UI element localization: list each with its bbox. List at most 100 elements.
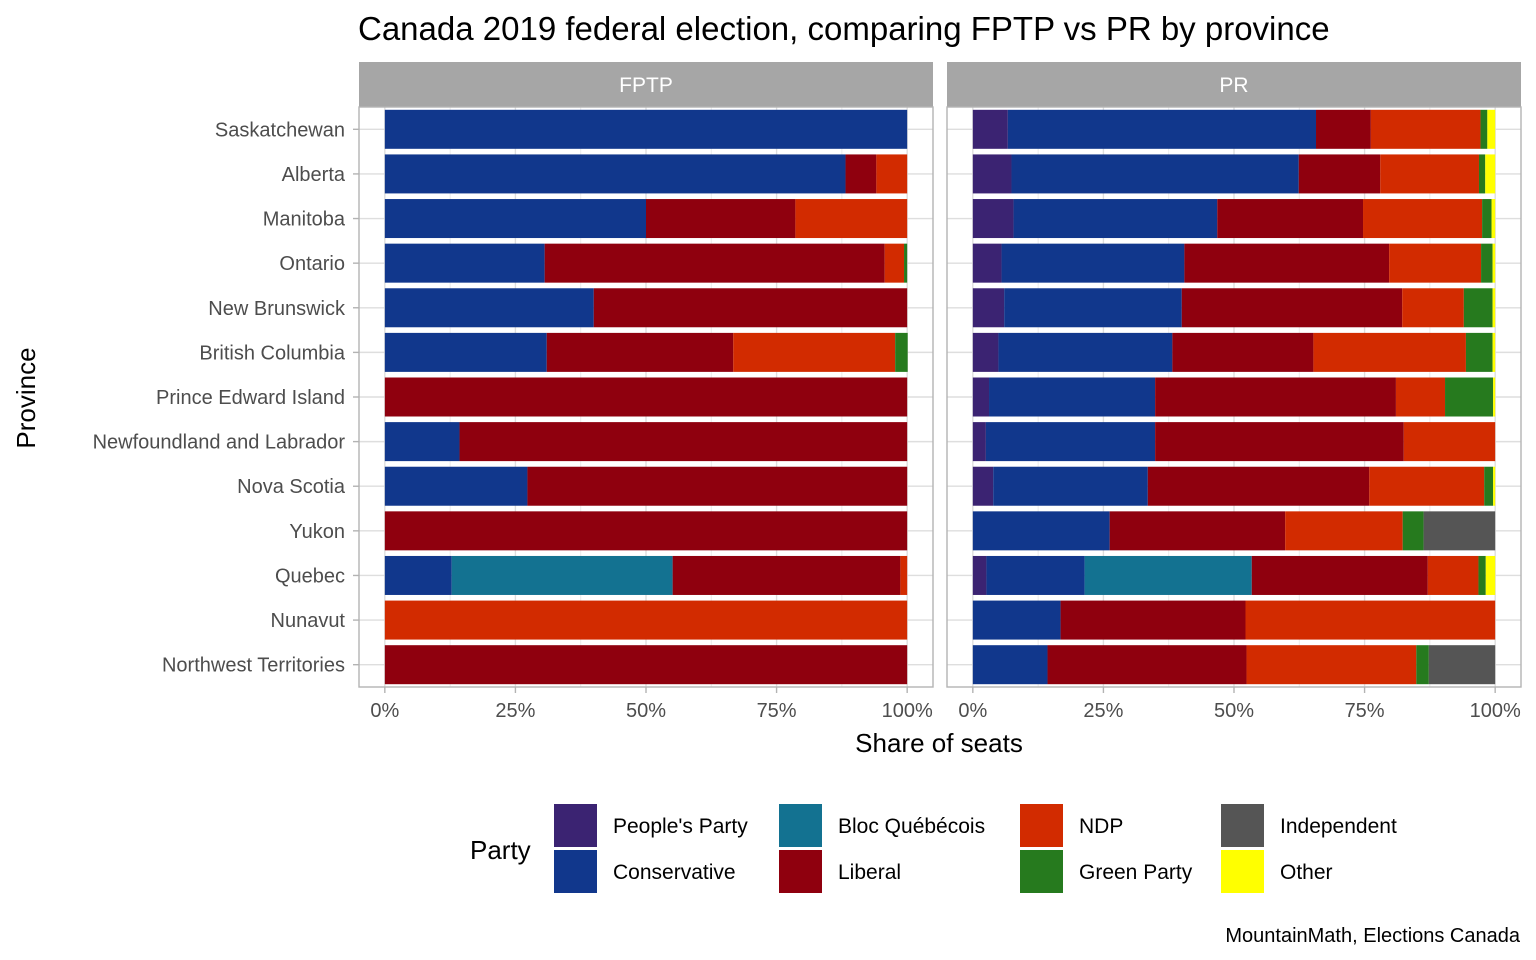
bar-pr-british-columbia-ndp	[1313, 332, 1466, 372]
bar-pr-yukon-ndp	[1285, 511, 1403, 551]
bar-fptp-nova-scotia-conservative	[384, 466, 528, 506]
bar-fptp-ontario-ndp	[884, 243, 905, 283]
bar-fptp-nunavut-ndp	[384, 600, 908, 640]
legend-label: NDP	[1079, 815, 1123, 838]
bar-fptp-ontario-liberal	[544, 243, 885, 283]
x-tick-label: 100%	[882, 700, 933, 722]
strip-pr	[947, 62, 1521, 107]
y-tick-label-manitoba: Manitoba	[263, 209, 346, 231]
y-tick-label-nova-scotia: Nova Scotia	[237, 476, 346, 498]
bar-pr-quebec-people-s-party	[972, 555, 987, 595]
bar-pr-nunavut-conservative	[972, 600, 1061, 640]
bar-fptp-newfoundland-and-labrador-conservative	[384, 422, 460, 462]
bar-fptp-british-columbia-green-party	[895, 332, 908, 372]
x-tick-label: 0%	[958, 700, 987, 722]
strip-label: PR	[1219, 74, 1248, 97]
bar-pr-new-brunswick-liberal	[1181, 288, 1403, 328]
bar-pr-nunavut-ndp	[1245, 600, 1496, 640]
bar-pr-new-brunswick-green-party	[1463, 288, 1493, 328]
bar-pr-new-brunswick-ndp	[1402, 288, 1464, 328]
legend-label: Bloc Québécois	[838, 815, 985, 838]
bar-pr-british-columbia-people-s-party	[972, 332, 999, 372]
bar-pr-manitoba-people-s-party	[972, 199, 1014, 239]
bar-pr-nova-scotia-people-s-party	[972, 466, 994, 506]
bar-fptp-quebec-liberal	[672, 555, 901, 595]
bar-pr-manitoba-conservative	[1013, 199, 1218, 239]
bar-fptp-northwest-territories-liberal	[384, 645, 908, 685]
panels: FPTP 0% 25% 50% 75% 100% PR 0% 25% 50% 75% 100%	[358, 62, 1522, 722]
legend-label: Independent	[1280, 815, 1397, 838]
bar-pr-ontario-green-party	[1481, 243, 1493, 283]
bar-pr-yukon-liberal	[1109, 511, 1286, 551]
bar-pr-newfoundland-and-labrador-conservative	[985, 422, 1156, 462]
bar-pr-new-brunswick-other	[1492, 288, 1496, 328]
y-tick-labels: Saskatchewan Alberta Manitoba Ontario New Br…	[93, 119, 359, 677]
legend-item-people-s-party: People's Party	[554, 804, 748, 847]
bar-pr-yukon-green-party	[1402, 511, 1424, 551]
bar-pr-nova-scotia-ndp	[1369, 466, 1485, 506]
x-tick-label: 100%	[1470, 700, 1521, 722]
bar-pr-northwest-territories-liberal	[1047, 645, 1247, 685]
chart-title: Canada 2019 federal election, comparing …	[358, 10, 1330, 47]
bar-fptp-british-columbia-ndp	[733, 332, 896, 372]
legend-item-liberal: Liberal	[779, 850, 901, 893]
bar-pr-british-columbia-other	[1492, 332, 1496, 372]
bar-fptp-newfoundland-and-labrador-liberal	[459, 422, 908, 462]
bar-pr-manitoba-ndp	[1363, 199, 1483, 239]
bar-pr-quebec-bloc-qu-b-cois	[1084, 555, 1252, 595]
bar-pr-newfoundland-and-labrador-liberal	[1155, 422, 1404, 462]
strip-label: FPTP	[619, 74, 673, 97]
y-axis-title: Province	[11, 347, 41, 448]
bar-fptp-alberta-liberal	[845, 154, 877, 194]
bar-fptp-new-brunswick-liberal	[593, 288, 908, 328]
bar-pr-northwest-territories-ndp	[1246, 645, 1417, 685]
y-tick-label-alberta: Alberta	[282, 164, 346, 186]
bar-pr-prince-edward-island-ndp	[1395, 377, 1446, 417]
bar-pr-nova-scotia-conservative	[993, 466, 1148, 506]
bar-pr-prince-edward-island-liberal	[1155, 377, 1396, 417]
bar-pr-quebec-liberal	[1251, 555, 1428, 595]
bar-fptp-prince-edward-island-liberal	[384, 377, 908, 417]
bar-pr-alberta-people-s-party	[972, 154, 1012, 194]
bar-pr-newfoundland-and-labrador-ndp	[1403, 422, 1496, 462]
legend-swatch	[1020, 804, 1063, 847]
x-tick-label: 25%	[495, 700, 535, 722]
legend-item-ndp: NDP	[1020, 804, 1123, 847]
y-tick-label-nunavut: Nunavut	[271, 610, 346, 632]
bar-fptp-manitoba-conservative	[384, 199, 646, 239]
bar-pr-yukon-independent	[1423, 511, 1496, 551]
legend-item-conservative: Conservative	[554, 850, 736, 893]
bar-fptp-alberta-ndp	[876, 154, 908, 194]
y-tick-label-new-brunswick: New Brunswick	[208, 298, 346, 320]
legend-item-green-party: Green Party	[1020, 850, 1193, 893]
bar-fptp-new-brunswick-conservative	[384, 288, 594, 328]
legend-swatch	[779, 804, 822, 847]
y-tick-label-ontario: Ontario	[279, 253, 345, 275]
y-tick-label-northwest-territories: Northwest Territories	[162, 655, 345, 677]
bar-pr-prince-edward-island-green-party	[1445, 377, 1494, 417]
legend-label: Other	[1280, 861, 1333, 884]
legend-swatch	[1221, 850, 1264, 893]
bar-pr-alberta-ndp	[1380, 154, 1479, 194]
bar-pr-ontario-other	[1492, 243, 1496, 283]
legend-item-independent: Independent	[1221, 804, 1397, 847]
panel-pr: PR 0% 25% 50% 75% 100%	[946, 62, 1522, 722]
legend-swatch	[779, 850, 822, 893]
y-tick-label-prince-edward-island: Prince Edward Island	[156, 387, 345, 409]
bar-pr-saskatchewan-other	[1487, 109, 1496, 149]
bar-fptp-quebec-conservative	[384, 555, 452, 595]
bar-pr-nova-scotia-other	[1493, 466, 1496, 506]
x-axis-title: Share of seats	[855, 728, 1023, 758]
bar-pr-newfoundland-and-labrador-people-s-party	[972, 422, 986, 462]
bar-pr-nova-scotia-liberal	[1147, 466, 1370, 506]
y-tick-label-quebec: Quebec	[275, 565, 345, 587]
bar-pr-ontario-people-s-party	[972, 243, 1002, 283]
bar-pr-ontario-liberal	[1184, 243, 1390, 283]
bar-pr-manitoba-liberal	[1217, 199, 1364, 239]
bar-fptp-alberta-conservative	[384, 154, 846, 194]
legend-swatch	[1020, 850, 1063, 893]
legend-swatch	[554, 804, 597, 847]
legend-item-other: Other	[1221, 850, 1333, 893]
bar-pr-saskatchewan-ndp	[1370, 109, 1481, 149]
